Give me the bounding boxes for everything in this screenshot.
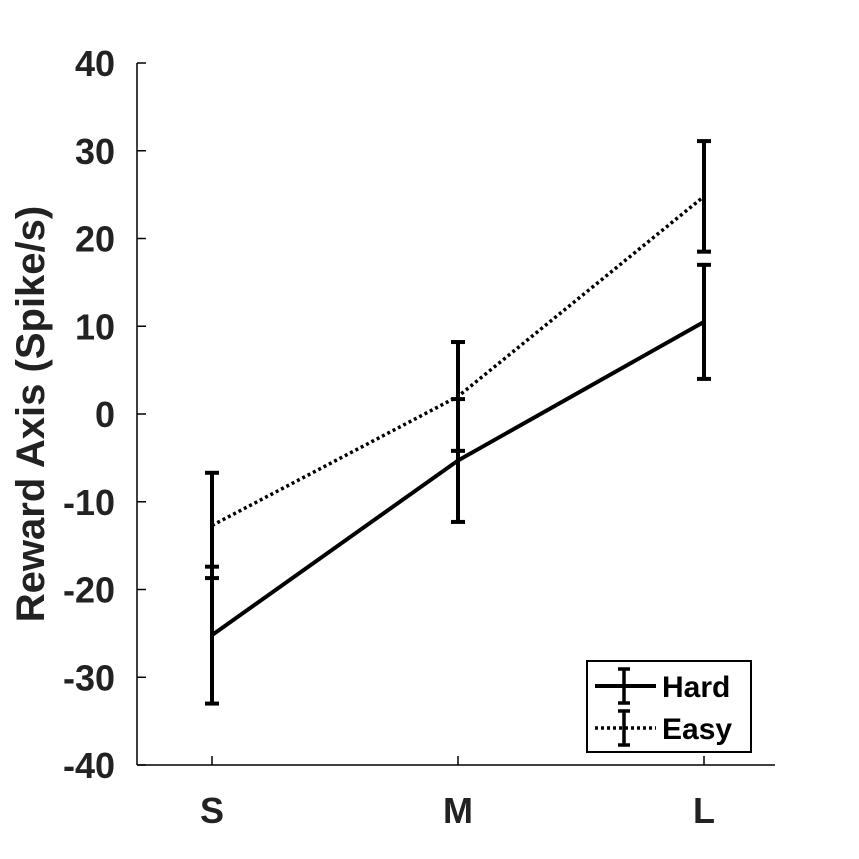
x-tick-label: L bbox=[693, 790, 715, 831]
error-bar bbox=[451, 340, 465, 453]
legend-label: Hard bbox=[662, 671, 730, 704]
x-tick-label: S bbox=[200, 790, 224, 831]
legend-item-easy: Easy bbox=[595, 709, 732, 747]
legend-item-hard: Hard bbox=[595, 667, 730, 705]
y-tick-label: -30 bbox=[63, 657, 115, 698]
y-axis-title: Reward Axis (Spike/s) bbox=[9, 206, 53, 622]
series-layer bbox=[205, 139, 711, 706]
y-tick-label: 10 bbox=[75, 306, 115, 347]
y-tick-label: 30 bbox=[75, 131, 115, 172]
error-bar bbox=[205, 470, 219, 581]
series-hard bbox=[205, 262, 711, 706]
legend-box bbox=[586, 660, 752, 753]
legend-label: Easy bbox=[662, 713, 732, 746]
y-tick-label: 20 bbox=[75, 219, 115, 260]
y-tick-label: -10 bbox=[63, 482, 115, 523]
series-easy bbox=[205, 139, 711, 581]
error-bar bbox=[697, 139, 711, 254]
legend: Hard Easy bbox=[586, 660, 752, 753]
y-tick-label: 40 bbox=[75, 43, 115, 84]
x-tick-label: M bbox=[443, 790, 473, 831]
error-bar bbox=[697, 262, 711, 381]
y-ticks: 40 30 20 10 0 -10 -20 -30 -40 bbox=[63, 43, 146, 786]
error-bar bbox=[205, 564, 219, 706]
y-tick-label: 0 bbox=[95, 394, 115, 435]
y-tick-label: -40 bbox=[63, 745, 115, 786]
y-tick-label: -20 bbox=[63, 570, 115, 611]
